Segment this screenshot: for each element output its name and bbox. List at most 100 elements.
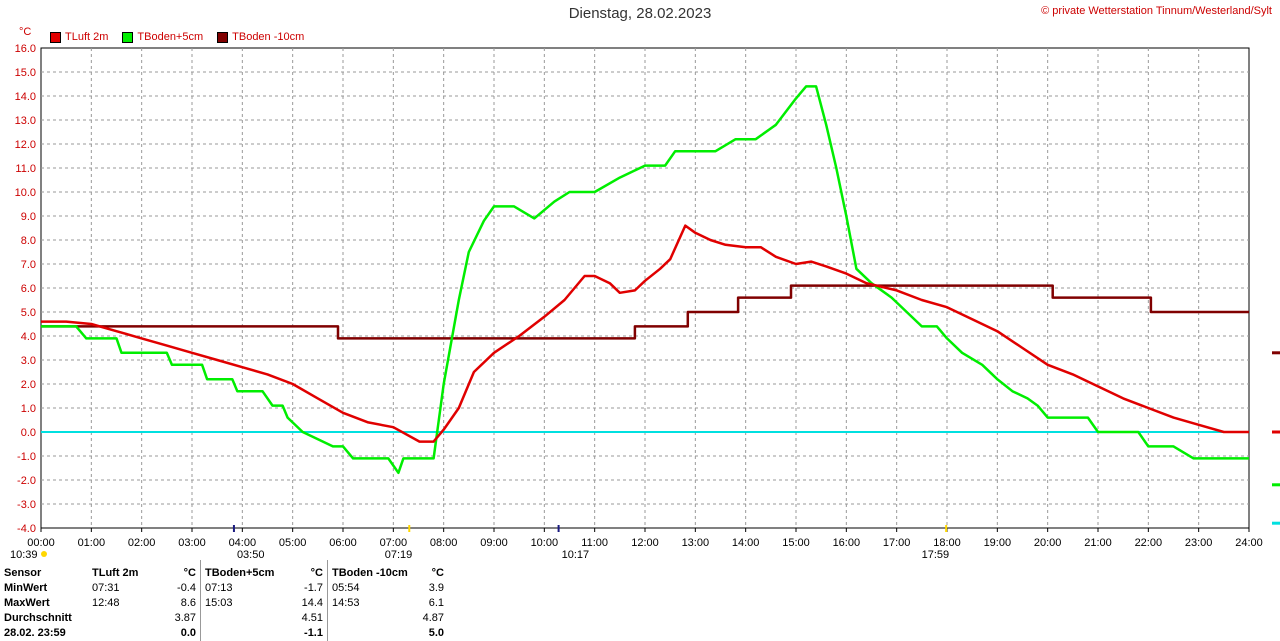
y-tick-label: 1.0 (21, 403, 36, 415)
stats-header-unit3: °C (431, 567, 444, 579)
scroll-strip[interactable] (1263, 35, 1280, 641)
stats-header-s2: TBoden+5cm (200, 560, 289, 581)
stats-label: Durchschnitt (4, 612, 72, 624)
y-tick-label: 4.0 (21, 331, 36, 343)
y-tick-label: 9.0 (21, 211, 36, 223)
stats-label: 28.02. 23:59 (4, 627, 66, 639)
stats-time: 07:13 (200, 581, 289, 596)
stats-value: -1.7 (304, 582, 323, 594)
stats-header-sensor: Sensor (4, 567, 42, 579)
x-tick-label: 14:00 (732, 537, 760, 549)
x-tick-label: 22:00 (1135, 537, 1163, 549)
legend-label-tboden10: TBoden -10cm (232, 31, 305, 43)
y-tick-label: 8.0 (21, 235, 36, 247)
moonset-time-label: 10:17 (562, 549, 590, 561)
y-tick-label: 12.0 (15, 139, 36, 151)
stats-value: 6.1 (428, 597, 444, 609)
x-tick-label: 12:00 (631, 537, 659, 549)
x-tick-label: 21:00 (1084, 537, 1112, 549)
stats-row-max: MaxWert 12:48 8.6 15:03 14.4 14:53 6.1 (0, 596, 448, 611)
stats-time: 07:31 (92, 582, 120, 594)
x-tick-label: 04:00 (229, 537, 257, 549)
stats-value: 4.51 (301, 612, 323, 624)
x-tick-label: 03:00 (178, 537, 206, 549)
legend-item-tboden10: TBoden -10cm (217, 31, 304, 43)
stats-time (200, 626, 289, 641)
series-line-0 (41, 224, 1249, 443)
stats-time: 05:54 (327, 581, 416, 596)
y-tick-label: 7.0 (21, 259, 36, 271)
left-time-label: 10:39 (10, 549, 38, 561)
stats-value: 5.0 (428, 627, 444, 639)
y-tick-label: 13.0 (15, 115, 36, 127)
x-tick-label: 08:00 (430, 537, 458, 549)
stats-row-avg: Durchschnitt 3.87 4.51 4.87 (0, 611, 448, 626)
x-tick-label: 05:00 (279, 537, 307, 549)
stats-time (327, 626, 416, 641)
series-line-1 (41, 85, 1249, 475)
y-tick-label: 14.0 (15, 91, 36, 103)
x-tick-label: 15:00 (782, 537, 810, 549)
stats-time (327, 611, 416, 626)
x-tick-label: 07:00 (380, 537, 408, 549)
x-tick-label: 18:00 (933, 537, 961, 549)
stats-time: 14:53 (327, 596, 416, 611)
y-tick-label: -3.0 (17, 499, 36, 511)
stats-header-unit2: °C (310, 567, 323, 579)
legend-item-tboden5: TBoden+5cm (122, 31, 203, 43)
y-tick-label: 3.0 (21, 355, 36, 367)
y-tick-label: 0.0 (21, 427, 36, 439)
x-tick-label: 01:00 (78, 537, 106, 549)
stats-row-min: MinWert 07:31 -0.4 07:13 -1.7 05:54 3.9 (0, 581, 448, 596)
x-tick-label: 02:00 (128, 537, 156, 549)
x-tick-label: 09:00 (480, 537, 508, 549)
x-tick-label: 06:00 (329, 537, 357, 549)
stats-header-s1: TLuft 2m (92, 567, 139, 579)
legend-label-tboden5: TBoden+5cm (137, 31, 204, 43)
stats-time (88, 626, 156, 641)
stats-time: 15:03 (200, 596, 289, 611)
series-line-2 (41, 284, 1249, 340)
stats-header-unit1: °C (183, 567, 196, 579)
legend-label-tluft: TLuft 2m (65, 31, 109, 43)
stats-value: 14.4 (301, 597, 323, 609)
y-tick-label: 6.0 (21, 283, 36, 295)
chart-title: Dienstag, 28.02.2023 (568, 5, 712, 22)
stats-value: 3.87 (174, 612, 196, 624)
y-tick-label: 16.0 (15, 43, 36, 55)
legend-item-tluft: TLuft 2m (50, 31, 108, 43)
sunrise-time-label: 07:19 (385, 549, 413, 561)
stats-label: MinWert (4, 582, 48, 594)
moonrise-time-label: 03:50 (237, 549, 265, 561)
x-tick-label: 24:00 (1235, 537, 1263, 549)
y-tick-label: -4.0 (17, 523, 36, 535)
y-tick-label: 5.0 (21, 307, 36, 319)
y-tick-label: 15.0 (15, 67, 36, 79)
stats-time (200, 611, 289, 626)
x-tick-label: 00:00 (27, 537, 55, 549)
stats-value: 0.0 (180, 627, 196, 639)
y-tick-label: 2.0 (21, 379, 36, 391)
legend-swatch-tluft (50, 31, 61, 43)
x-tick-label: 13:00 (682, 537, 710, 549)
y-tick-label: 10.0 (15, 187, 36, 199)
stats-value: 8.6 (180, 597, 196, 609)
stats-header-row: Sensor TLuft 2m °C TBoden+5cm °C TBoden … (0, 560, 448, 581)
legend-swatch-tboden10 (217, 31, 229, 43)
y-tick-label: 11.0 (15, 163, 36, 175)
sunset-time-label: 17:59 (922, 549, 950, 561)
y-tick-label: -2.0 (17, 475, 36, 487)
stats-value: 4.87 (422, 612, 444, 624)
stats-value: -1.1 (304, 627, 323, 639)
x-tick-label: 19:00 (984, 537, 1012, 549)
x-tick-label: 23:00 (1185, 537, 1213, 549)
sun-icon (41, 551, 47, 557)
legend: TLuft 2m TBoden+5cm TBoden -10cm (50, 31, 318, 43)
x-tick-label: 11:00 (581, 537, 608, 549)
stats-table: Sensor TLuft 2m °C TBoden+5cm °C TBoden … (0, 560, 448, 641)
copyright-note: © private Wetterstation Tinnum/Westerlan… (1041, 5, 1272, 17)
stats-value: 3.9 (428, 582, 444, 594)
stats-time: 12:48 (92, 597, 120, 609)
stats-row-current: 28.02. 23:59 0.0 -1.1 5.0 (0, 626, 448, 641)
